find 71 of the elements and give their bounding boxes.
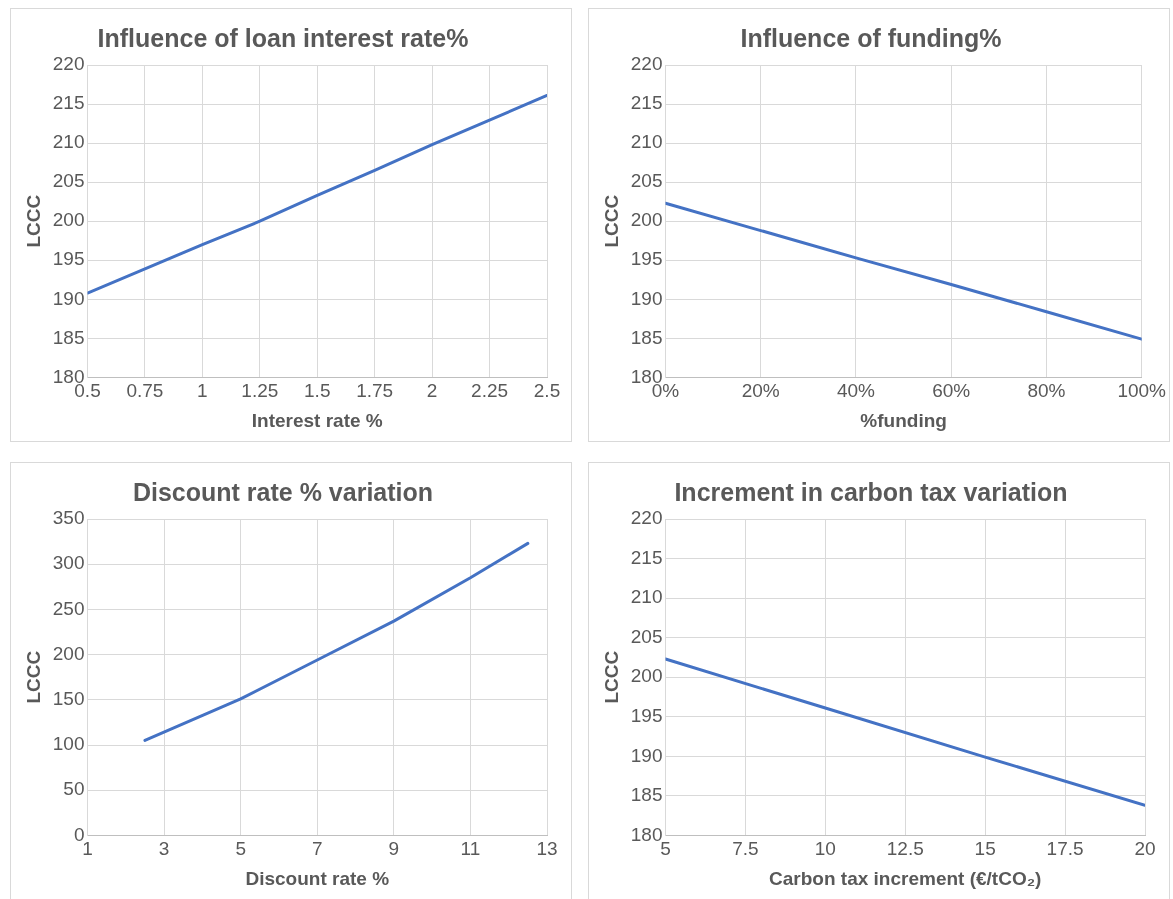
x-tick-label: 5 [235, 838, 246, 860]
chart-title: Influence of loan interest rate% [97, 23, 469, 52]
y-tick-label: 185 [630, 784, 663, 806]
y-tick-label: 200 [630, 209, 663, 231]
y-axis-title: LCCC [600, 650, 622, 704]
x-tick-label: 40% [836, 380, 876, 402]
y-tick-label: 200 [52, 209, 85, 231]
y-axis-title: LCCC [600, 194, 622, 248]
x-tick-label: 10 [814, 838, 836, 860]
x-tick-label: 100% [1117, 380, 1167, 402]
y-tick-label: 0 [73, 823, 85, 845]
y-tick-label: 205 [630, 625, 663, 647]
x-tick-label: 12.5 [886, 838, 924, 860]
x-tick-label: 0.75 [126, 380, 164, 402]
y-tick-label: 190 [52, 287, 85, 309]
x-tick-label: 11 [460, 838, 481, 860]
y-tick-label: 220 [52, 53, 85, 75]
x-tick-label: 1.25 [241, 380, 279, 402]
x-tick-label: 17.5 [1046, 838, 1084, 860]
y-tick-label: 220 [630, 53, 663, 75]
y-tick-label: 185 [630, 326, 663, 348]
x-axis-title: Discount rate % [245, 867, 390, 889]
y-tick-label: 350 [52, 507, 85, 529]
y-axis-title: LCCC [22, 194, 44, 248]
y-tick-label: 185 [52, 326, 85, 348]
x-tick-label: 3 [158, 838, 170, 860]
y-tick-label: 200 [630, 665, 663, 687]
x-tick-label: 2.25 [471, 380, 509, 402]
x-tick-label: 1.5 [304, 380, 331, 402]
y-tick-label: 300 [52, 552, 85, 574]
x-tick-label: 13 [536, 838, 558, 860]
x-tick-label: 20 [1134, 838, 1156, 860]
x-tick-label: 80% [1027, 380, 1066, 402]
x-axis-title: %funding [860, 409, 947, 431]
x-axis-title: Carbon tax increment (€/tCO₂) [769, 867, 1042, 889]
y-tick-label: 210 [630, 131, 663, 153]
y-tick-label: 200 [52, 642, 85, 664]
x-tick-label: 1 [82, 838, 93, 860]
x-tick-label: 9 [388, 838, 400, 860]
x-tick-label: 15 [974, 838, 996, 860]
y-tick-label: 150 [52, 688, 85, 710]
x-tick-label: 7 [311, 838, 323, 860]
y-tick-label: 190 [630, 287, 663, 309]
y-tick-label: 220 [630, 507, 663, 529]
y-tick-label: 205 [52, 170, 85, 192]
y-tick-label: 190 [630, 744, 663, 766]
chart-title: Influence of funding% [740, 23, 1002, 52]
x-tick-label: 60% [932, 380, 971, 402]
y-tick-label: 100 [52, 733, 85, 755]
y-tick-label: 215 [630, 92, 663, 114]
y-tick-label: 195 [630, 248, 663, 270]
x-tick-label: 20% [741, 380, 780, 402]
x-tick-label: 7.5 [732, 838, 759, 860]
y-tick-label: 215 [52, 92, 85, 114]
y-tick-label: 210 [630, 586, 663, 608]
x-tick-label: 2.5 [533, 380, 561, 402]
y-tick-label: 195 [630, 704, 663, 726]
x-axis-title: Interest rate % [251, 409, 383, 431]
y-tick-label: 210 [52, 131, 85, 153]
x-tick-label: 5 [660, 838, 671, 860]
y-axis-title: LCCC [22, 650, 44, 704]
x-tick-label: 2 [426, 380, 438, 402]
chart-title: Discount rate % variation [132, 477, 434, 506]
x-tick-label: 1 [197, 380, 208, 402]
y-tick-label: 205 [630, 170, 663, 192]
chart-title: Increment in carbon tax variation [674, 477, 1068, 506]
x-tick-label: 1.75 [356, 380, 394, 402]
y-tick-label: 215 [630, 546, 663, 568]
y-tick-label: 50 [63, 778, 85, 800]
y-tick-label: 195 [52, 248, 85, 270]
y-tick-label: 250 [52, 597, 85, 619]
